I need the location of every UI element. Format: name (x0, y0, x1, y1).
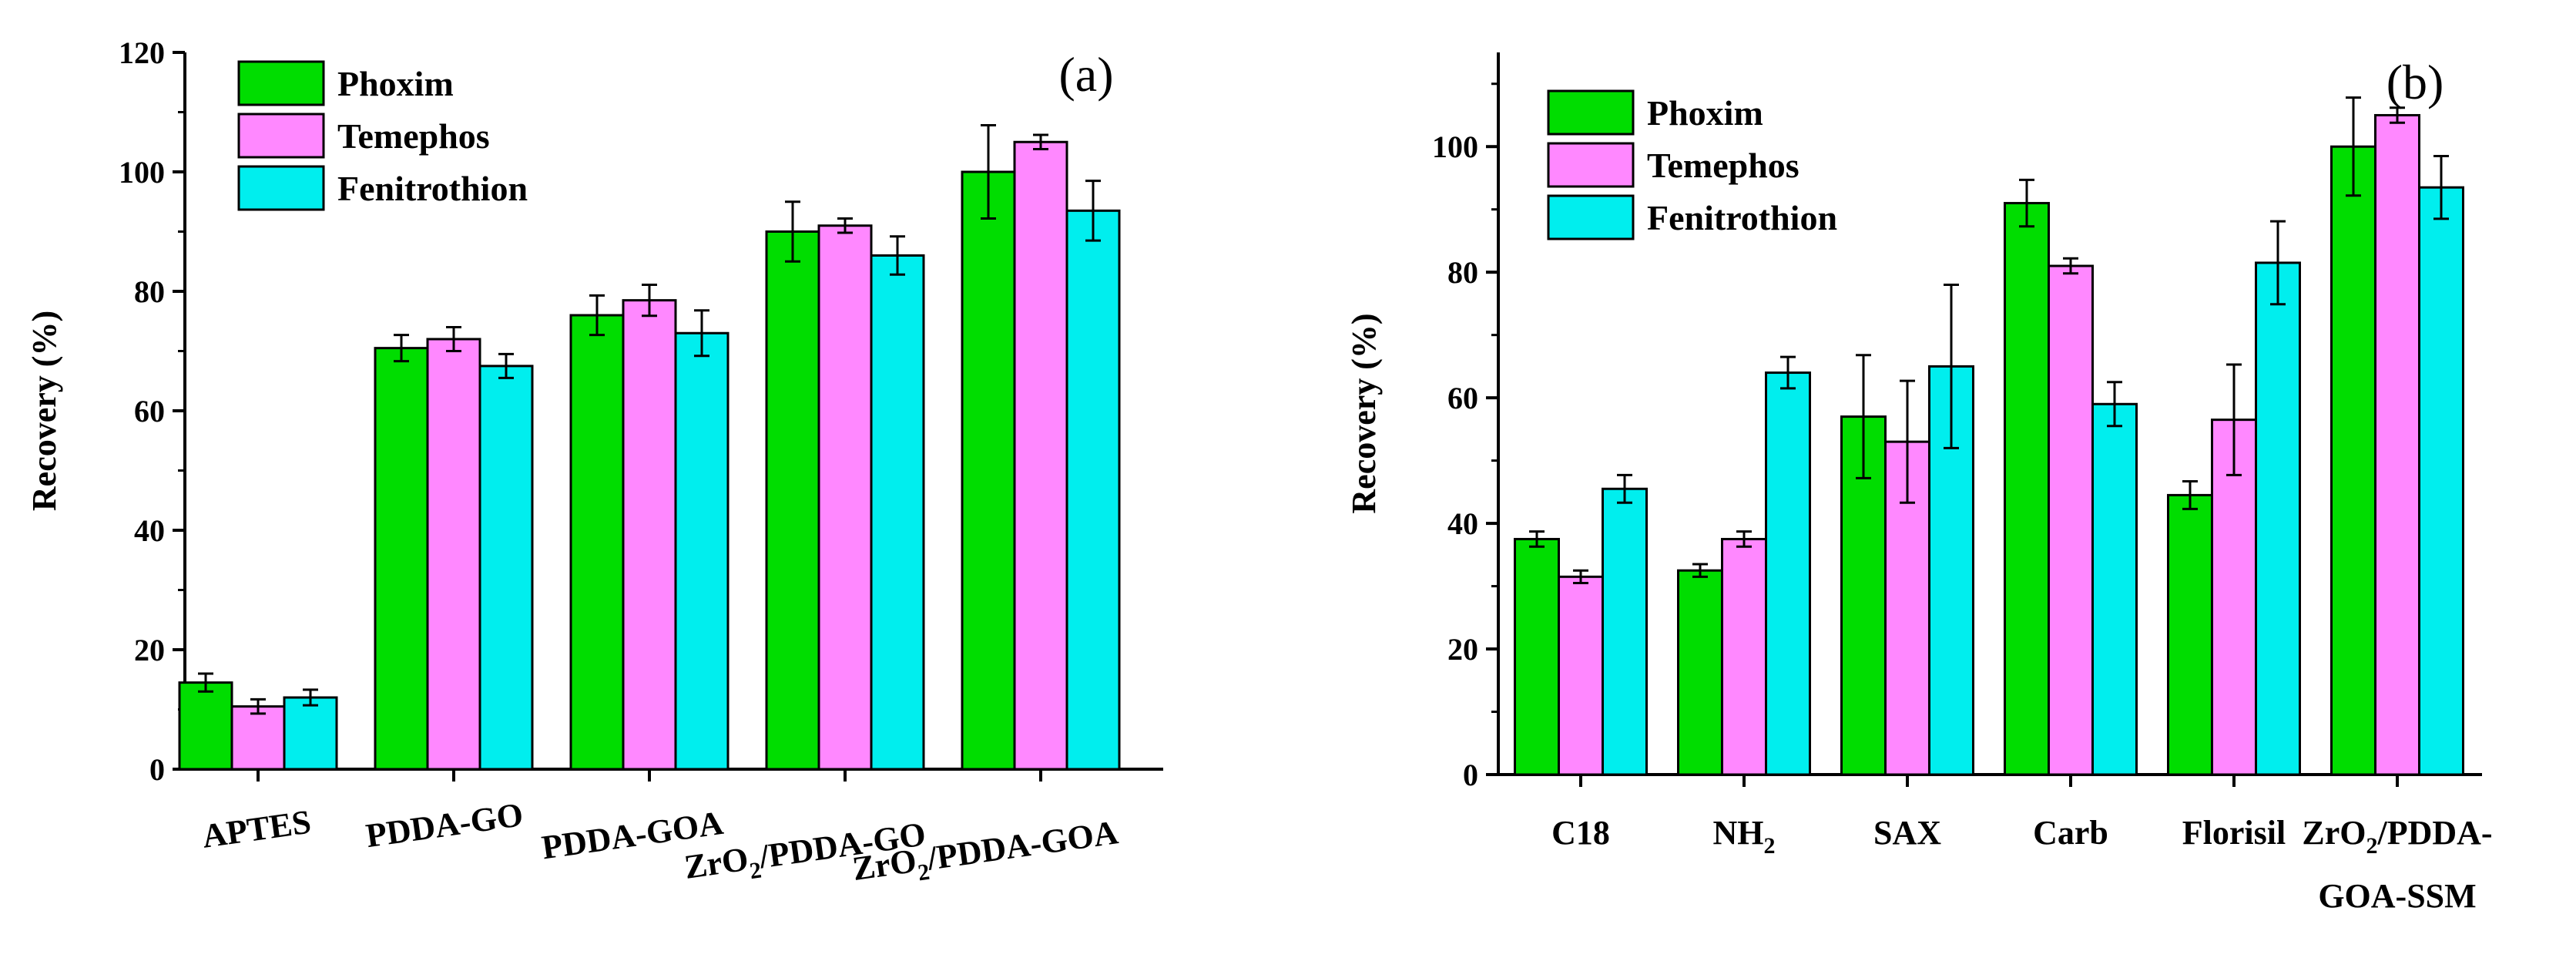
category-label-main: APTES (200, 803, 313, 855)
category-label-main: Florisil (2182, 814, 2286, 852)
panel-b-bar-fenitrothion-5 (2418, 186, 2464, 776)
panel-a-bar-temephos-1 (426, 338, 481, 771)
panel-b-bar-phoxim-1 (1677, 569, 1723, 776)
panel-b-bar-temephos-0 (1558, 575, 1604, 776)
panel-a-bar-fenitrothion-4 (1065, 209, 1121, 771)
panel-a-bar-fenitrothion-2 (674, 331, 730, 771)
panel-b-legend-swatch-phoxim (1547, 89, 1635, 136)
category-label-main: Carb (2033, 814, 2108, 852)
panel-a-y-tick-label: 100 (119, 155, 165, 190)
category-label-main: ZrO (2302, 814, 2366, 852)
panel-a-bar-fenitrothion-0 (283, 696, 338, 771)
panel-a-bar-temephos-3 (817, 224, 873, 771)
panel-a-bar-phoxim-0 (178, 681, 233, 771)
panel-b-bar-fenitrothion-4 (2255, 261, 2301, 776)
panel-a-y-tick-label: 0 (149, 752, 165, 787)
panel-a-legend-label-fenitrothion: Fenitrothion (337, 169, 528, 208)
category-label-subscript: 2 (2366, 833, 2378, 859)
panel-a-bar-temephos-0 (230, 705, 286, 771)
panel-b-category-label-0: C18 (1551, 814, 1610, 852)
panel-a-bar-temephos-2 (622, 299, 677, 771)
panel-b-legend-label-phoxim: Phoxim (1647, 93, 1763, 133)
panel-b-y-tick-label: 100 (1432, 129, 1478, 164)
panel-b-bar-phoxim-5 (2330, 145, 2376, 776)
panel-a-legend-label-phoxim: Phoxim (337, 64, 454, 103)
panel-b-category-label-3: Carb (2033, 814, 2108, 852)
category-label-main: NH (1713, 814, 1764, 852)
panel-a-bar-phoxim-4 (961, 170, 1016, 771)
panel-a-legend-swatch-phoxim (237, 60, 325, 106)
panel-b-bar-fenitrothion-1 (1765, 371, 1811, 776)
category-label-subscript: 2 (1764, 833, 1776, 859)
panel-a-y-axis-label: Recovery (%) (25, 311, 63, 511)
category-label-main: PDDA-GO (364, 795, 525, 855)
panel-a-y-tick-label: 20 (134, 633, 165, 667)
category-label-subscript: 2 (916, 859, 931, 886)
panel-b-legend-swatch-fenitrothion (1547, 194, 1635, 240)
panel-b-bar-temephos-1 (1721, 537, 1767, 776)
panel-b-bar-phoxim-3 (2004, 202, 2050, 776)
panel-a-bar-phoxim-3 (765, 230, 820, 771)
panel-b-category-label-1: NH2 (1713, 814, 1776, 859)
category-label-main: ZrO (850, 842, 919, 888)
panel-a-bar-temephos-4 (1013, 140, 1068, 771)
panel-b-category-label-line2-5: GOA-SSM (2318, 877, 2476, 915)
category-label-main: C18 (1551, 814, 1610, 852)
panel-a-legend-swatch-fenitrothion (237, 165, 325, 211)
panel-b-category-label-2: SAX (1873, 814, 1941, 852)
category-label-main: ZrO (682, 840, 750, 886)
panel-b-bar-temephos-3 (2048, 264, 2094, 776)
panel-b-y-tick-label: 0 (1463, 758, 1478, 792)
panel-b-legend-label-temephos: Temephos (1647, 146, 1800, 185)
category-label-tail: /PDDA- (2377, 814, 2493, 852)
panel-a-legend-label-temephos: Temephos (337, 116, 490, 156)
panel-b-y-tick-label: 20 (1447, 632, 1478, 667)
panel-a-bar-fenitrothion-1 (478, 365, 534, 771)
panel-b-y-axis-label: Recovery (%) (1345, 313, 1383, 513)
category-label-tail: /PDDA-GOA (924, 813, 1121, 877)
panel-b-bar-temephos-5 (2374, 113, 2420, 776)
panel-a-bar-phoxim-1 (374, 347, 429, 771)
panel-a-panel-label: (a) (1058, 47, 1113, 102)
panel-b-bar-phoxim-0 (1514, 537, 1560, 776)
panel-a-y-tick-label: 60 (134, 394, 165, 429)
panel-b-legend-swatch-temephos (1547, 142, 1635, 188)
panel-a-bar-phoxim-2 (569, 314, 625, 771)
panel-a-category-label-1: PDDA-GO (364, 795, 525, 855)
panel-b-category-label-4: Florisil (2182, 814, 2286, 852)
panel-a-y-tick-label: 120 (119, 35, 165, 70)
panel-a-bar-fenitrothion-3 (870, 254, 925, 771)
category-label-main: SAX (1873, 814, 1941, 852)
panel-b-y-tick-label: 80 (1447, 255, 1478, 290)
category-label-subscript: 2 (748, 857, 763, 884)
panel-a-chart: 0 20 40 60 80 100 120 Recovery (%) APTES PDDA-GO P… (25, 35, 1163, 888)
panel-b-bar-phoxim-4 (2167, 493, 2213, 776)
panel-a-y-tick-label: 80 (134, 274, 165, 309)
panel-a-y-tick-label: 40 (134, 513, 165, 548)
panel-b-y-tick-label: 40 (1447, 506, 1478, 541)
panel-b-y-tick-label: 60 (1447, 381, 1478, 415)
panel-b-category-label-5: ZrO2/PDDA- (2302, 814, 2492, 859)
panel-b-panel-label: (b) (2386, 55, 2444, 109)
panel-b-bar-fenitrothion-3 (2091, 402, 2138, 776)
panel-b-legend-label-fenitrothion: Fenitrothion (1647, 198, 1837, 237)
panel-b-bar-fenitrothion-0 (1602, 487, 1648, 776)
panel-a-legend-swatch-temephos (237, 113, 325, 159)
panel-a-category-label-0: APTES (200, 803, 313, 855)
